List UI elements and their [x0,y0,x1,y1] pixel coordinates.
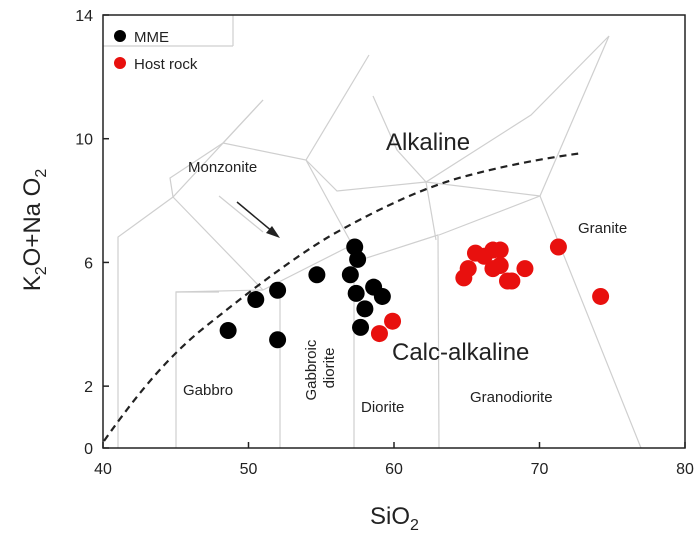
x-tick-label: 60 [385,461,403,478]
mme-point [356,300,374,318]
host-rock-point [491,241,509,259]
region-label-calc-alkaline: Calc-alkaline [392,339,529,366]
host-rock-point [503,272,521,290]
mme-point [352,318,370,336]
field-label-monzonite: Monzonite [188,159,257,176]
field-label-gabbroic-diorite: Gabbroic diorite [303,335,338,400]
data-points [219,238,610,349]
host-rock-point [370,325,388,343]
field-label-granodiorite: Granodiorite [470,389,553,406]
mme-point [247,291,265,309]
y-tick-label: 6 [84,255,93,272]
legend-marker-host-rock [114,57,126,69]
host-rock-point [491,257,509,275]
legend-label-mme: MME [134,29,169,46]
region-label-alkaline: Alkaline [386,129,470,156]
x-tick-label: 70 [531,461,549,478]
legend: MME Host rock [114,29,198,73]
mme-point [347,284,365,302]
field-boundaries [103,15,642,449]
legend-label-host-rock: Host rock [134,56,198,73]
y-axis-title: K2O+Na O2 [19,169,50,292]
x-tick-label: 40 [94,461,112,478]
x-tick-label: 80 [676,461,694,478]
y-tick-label: 0 [84,441,93,458]
legend-marker-mme [114,30,126,42]
mme-point [269,281,287,299]
mme-point [308,266,326,284]
x-tick-label: 50 [240,461,258,478]
host-rock-point [516,260,534,278]
arrow-icon [236,201,280,238]
y-tick-label: 2 [84,379,93,396]
field-label-granite: Granite [578,220,627,237]
host-rock-point [592,287,610,305]
x-axis-ticks: 40 50 60 70 80 [94,442,694,478]
host-rock-point [549,238,567,256]
mme-point [219,321,237,339]
field-label-diorite: Diorite [361,399,404,416]
field-label-gabbro: Gabbro [183,382,233,399]
host-rock-point [459,260,477,278]
mme-point [349,250,367,268]
y-tick-label: 14 [75,8,93,25]
y-tick-label: 10 [75,132,93,149]
mme-point [373,287,391,305]
y-axis-ticks: 0 2 6 10 14 [75,8,109,458]
x-axis-title: SiO2 [370,503,419,534]
host-rock-point [384,312,402,330]
mme-point [269,331,287,349]
mme-point [341,266,359,284]
